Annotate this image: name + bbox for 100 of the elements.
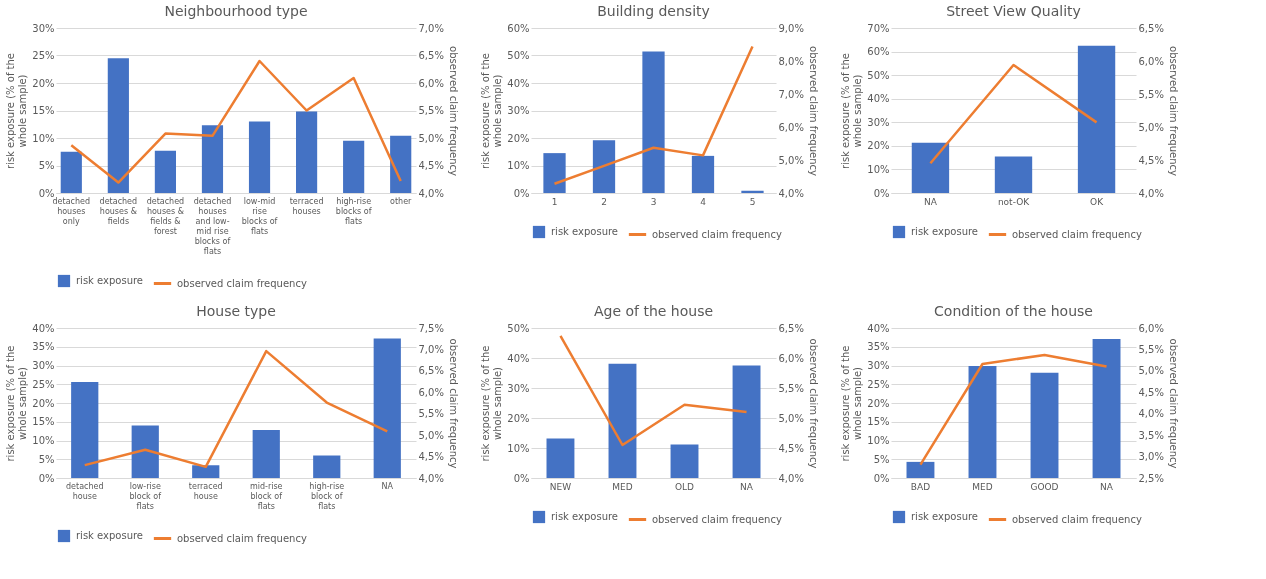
y2-tick-label: 3,5% [1138,429,1164,441]
bar [543,153,566,193]
x-tick-label: NA [381,481,394,491]
x-tick-label: high-rise block of flats [309,481,345,511]
y-tick-label: 25% [32,378,55,390]
y-tick-label: 10% [507,442,530,454]
y2-tick-label: 5,5% [418,105,444,116]
bar [313,455,341,478]
y-tick-label: 30% [867,360,890,371]
bar [968,365,997,478]
y2-tick-label: 4,0% [418,472,444,484]
chart-title: House type [196,303,276,319]
y2-axis-title: observed claim frequency [1167,46,1179,176]
x-tick-label: high-rise blocks of flats [335,196,372,226]
y2-axis-title: observed claim frequency [1167,338,1179,469]
y-axis-title: risk exposure (% of the whole sample) [5,345,29,462]
bar [107,58,129,193]
y-tick-label: 50% [867,69,890,81]
chart-title: Condition of the house [934,303,1093,319]
y-tick-label: 40% [867,322,890,334]
bar [691,155,715,193]
y-tick-label: 0% [513,472,530,484]
y2-tick-label: 7,5% [418,322,444,334]
x-tick-label: 1 [551,196,558,207]
bar [608,363,637,478]
x-tick-label: 4 [700,196,707,207]
y-axis-title: risk exposure (% of the whole sample) [480,345,504,462]
legend-label: risk exposure [551,226,619,237]
y-tick-label: 40% [32,322,55,334]
y2-tick-label: 6,0% [1138,322,1164,334]
bar [732,365,761,478]
y-tick-label: 40% [507,77,530,89]
x-tick-label: NEW [549,481,572,492]
x-tick-label: detached houses & fields [99,196,138,226]
y-tick-label: 20% [867,397,890,409]
chart-title: Building density [597,3,710,19]
x-tick-label: NA [924,196,938,207]
y-tick-label: 30% [507,382,530,394]
y2-axis-title: observed claim frequency [447,338,459,469]
bar [546,438,575,478]
y-tick-label: 15% [867,416,890,428]
y2-tick-label: 5,5% [1138,343,1164,355]
x-tick-label: 5 [749,196,756,207]
bar [296,111,318,193]
x-tick-label: 2 [601,196,607,207]
x-tick-label: OLD [675,481,695,492]
bar [60,151,82,193]
x-tick-label: terraced house [188,481,223,501]
y-tick-label: 30% [32,360,55,371]
bar [248,121,271,193]
y2-tick-label: 5,0% [778,412,804,424]
bar [642,51,665,193]
y-tick-label: 20% [32,397,55,409]
x-tick-label: GOOD [1030,481,1059,492]
y-tick-label: 10% [32,132,55,144]
y-axis-title: risk exposure (% of the whole sample) [840,52,864,170]
y2-tick-label: 6,5% [778,322,804,334]
x-tick-label: terraced houses [289,196,324,216]
chart-title: Age of the house [593,303,714,319]
y2-tick-label: 5,0% [778,154,804,166]
line-series [553,45,754,186]
x-tick-label: detached houses and low-mid rise blocks of flats [193,196,232,256]
y-tick-label: 10% [32,435,55,446]
y2-tick-label: 2,5% [1138,472,1164,484]
y2-tick-label: 6,5% [1138,22,1164,34]
legend-label: risk exposure [911,511,979,522]
y2-axis-title: observed claim frequency [807,46,819,176]
y-tick-label: 35% [867,341,890,353]
y-tick-label: 70% [867,22,890,34]
y2-tick-label: 4,0% [778,187,804,199]
bar [741,190,764,193]
y2-tick-label: 4,5% [778,442,804,454]
y2-axis-title: observed claim frequency [447,46,459,176]
bar [670,444,699,478]
y-tick-label: 30% [867,116,890,128]
y2-axis-title: observed claim frequency [807,338,819,469]
y-tick-label: 10% [507,160,530,171]
legend-label: risk exposure [911,226,979,237]
bar [343,140,365,193]
y2-tick-label: 3,0% [1138,451,1164,463]
line-series [559,334,748,447]
y2-tick-label: 6,0% [418,77,444,89]
legend-label: risk exposure [551,511,619,522]
y-tick-label: 20% [32,77,55,89]
y2-tick-label: 5,5% [778,382,804,394]
x-tick-label: not-OK [997,196,1031,207]
x-tick-label: MED [972,481,993,492]
x-tick-label: detached house [65,481,104,501]
y2-tick-label: 6,5% [418,50,444,61]
y-tick-label: 0% [873,472,890,484]
x-tick-label: low-mid rise blocks of flats [241,196,278,236]
y-tick-label: 15% [32,105,55,116]
y2-tick-label: 4,5% [1138,154,1164,166]
x-tick-label: detached houses only [52,196,91,226]
y2-tick-label: 5,0% [1138,121,1164,133]
y2-tick-label: 7,0% [418,343,444,355]
y2-tick-label: 5,5% [418,408,444,420]
bar [154,150,176,193]
y2-tick-label: 7,0% [418,22,444,34]
y-tick-label: 5% [873,453,890,465]
